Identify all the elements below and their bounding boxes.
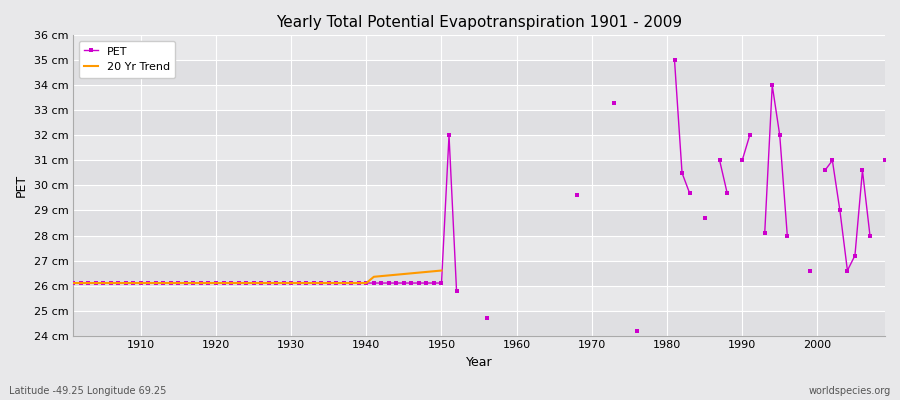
PET: [338, 281, 349, 286]
20 Yr Trend: [68, 281, 78, 286]
PET: [609, 100, 620, 105]
Bar: [73, 210, 885, 236]
PET: [128, 281, 139, 286]
20 Yr Trend: [361, 281, 372, 286]
Line: PET: PET: [71, 59, 886, 332]
PET: [879, 158, 890, 163]
Bar: [73, 110, 885, 136]
Legend: PET, 20 Yr Trend: PET, 20 Yr Trend: [78, 41, 176, 78]
20 Yr Trend: [368, 274, 379, 279]
Text: Latitude -49.25 Longitude 69.25: Latitude -49.25 Longitude 69.25: [9, 386, 166, 396]
Bar: [73, 60, 885, 85]
Title: Yearly Total Potential Evapotranspiration 1901 - 2009: Yearly Total Potential Evapotranspiratio…: [276, 15, 682, 30]
Bar: [73, 310, 885, 336]
X-axis label: Year: Year: [466, 356, 492, 369]
PET: [68, 281, 78, 286]
Text: worldspecies.org: worldspecies.org: [809, 386, 891, 396]
Line: 20 Yr Trend: 20 Yr Trend: [73, 270, 442, 283]
Bar: [73, 160, 885, 186]
PET: [293, 281, 304, 286]
20 Yr Trend: [436, 268, 447, 273]
Bar: [73, 260, 885, 286]
Y-axis label: PET: PET: [15, 174, 28, 197]
